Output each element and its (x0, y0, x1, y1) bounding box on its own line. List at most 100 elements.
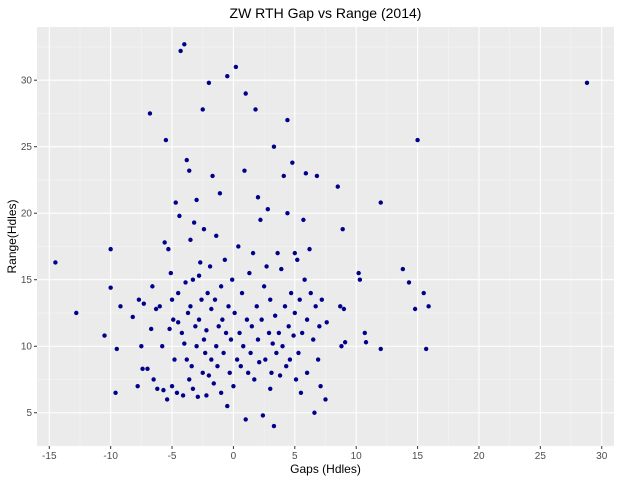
data-point (233, 64, 239, 70)
data-point (190, 277, 196, 282)
data-point (237, 330, 242, 336)
data-point (174, 390, 180, 395)
y-tick-label: 5 (26, 408, 32, 419)
data-point (194, 197, 199, 203)
x-tick-label: -15 (42, 451, 57, 462)
y-axis-title: Range(Hdles) (5, 199, 19, 273)
data-point (308, 290, 313, 296)
data-point (415, 137, 420, 143)
data-point (226, 304, 231, 309)
data-point (214, 344, 219, 349)
x-tick-label: 10 (351, 451, 363, 462)
data-point (205, 290, 210, 296)
data-point (184, 357, 189, 362)
data-point (259, 317, 264, 322)
data-point (223, 330, 229, 336)
data-point (276, 330, 282, 336)
data-point (157, 304, 162, 309)
data-point (160, 344, 165, 349)
data-point (245, 370, 251, 376)
data-point (229, 277, 235, 282)
data-point (228, 337, 234, 342)
x-axis-title: Gaps (Hdles) (290, 462, 361, 476)
data-points (53, 42, 590, 429)
y-tick-label: 20 (21, 209, 33, 220)
data-point (180, 393, 186, 398)
data-point (199, 297, 204, 302)
data-point (315, 357, 321, 362)
data-point (113, 390, 118, 395)
data-point (338, 304, 343, 309)
y-tick-label: 30 (21, 76, 33, 87)
data-point (335, 184, 340, 189)
data-point (185, 310, 191, 316)
data-point (277, 373, 283, 378)
data-point (412, 306, 418, 312)
data-point (183, 280, 188, 285)
data-point (212, 297, 218, 302)
data-point (231, 383, 236, 389)
data-point (362, 330, 367, 336)
data-point (291, 333, 296, 338)
data-point (161, 387, 166, 393)
data-point (281, 173, 286, 179)
data-point (268, 386, 273, 392)
data-point (290, 160, 295, 165)
grid-minor-x (79, 27, 572, 446)
data-point (287, 357, 293, 362)
data-point (275, 250, 280, 256)
data-point (250, 250, 256, 256)
data-point (301, 217, 306, 223)
data-point (286, 324, 291, 329)
x-axis-ticks: -15 -10 -5 0 5 10 15 20 25 30 (42, 446, 608, 462)
data-point (356, 270, 361, 276)
data-point (227, 370, 232, 376)
data-point (153, 306, 159, 312)
data-point (318, 383, 323, 389)
data-point (215, 363, 220, 369)
data-point (188, 237, 193, 243)
x-tick-label: 20 (473, 451, 485, 462)
data-point (340, 226, 345, 232)
data-point (339, 344, 344, 349)
data-point (179, 330, 185, 336)
data-point (173, 200, 178, 205)
data-point (313, 304, 318, 309)
y-axis-ticks: 5 10 15 20 25 30 (21, 76, 37, 419)
data-point (130, 314, 135, 320)
data-point (236, 244, 241, 249)
data-point (221, 350, 226, 356)
data-point (342, 340, 348, 345)
data-point (218, 390, 224, 395)
data-point (201, 337, 207, 342)
data-point (268, 297, 273, 302)
data-point (271, 144, 277, 149)
data-point (378, 200, 383, 205)
data-point (319, 297, 325, 302)
data-point (225, 403, 230, 409)
data-point (141, 301, 147, 306)
data-point (584, 80, 590, 86)
data-point (136, 297, 142, 302)
x-tick-label: -10 (103, 451, 118, 462)
data-point (187, 377, 192, 382)
x-tick-label: 0 (231, 451, 237, 462)
x-tick-label: 5 (292, 451, 298, 462)
data-point (234, 357, 240, 362)
data-point (168, 270, 174, 276)
data-point (198, 260, 203, 265)
data-point (118, 304, 123, 309)
data-point (292, 250, 298, 256)
data-point (264, 264, 269, 269)
data-point (314, 173, 320, 179)
data-point (307, 246, 312, 252)
data-point (299, 330, 305, 336)
data-point (284, 363, 289, 369)
data-point (167, 326, 172, 332)
data-point (204, 393, 209, 398)
data-point (260, 413, 266, 418)
grid-minor-y (37, 46, 614, 447)
data-point (261, 284, 267, 289)
x-tick-label: 15 (412, 451, 424, 462)
data-point (175, 290, 181, 296)
